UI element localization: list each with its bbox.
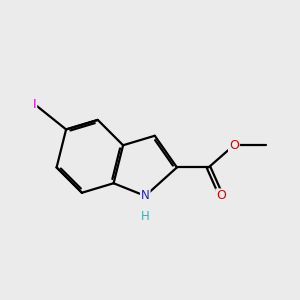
Text: O: O (216, 189, 226, 203)
Text: N: N (141, 189, 150, 203)
Text: O: O (229, 139, 239, 152)
Text: H: H (141, 210, 150, 223)
Text: I: I (33, 98, 36, 111)
